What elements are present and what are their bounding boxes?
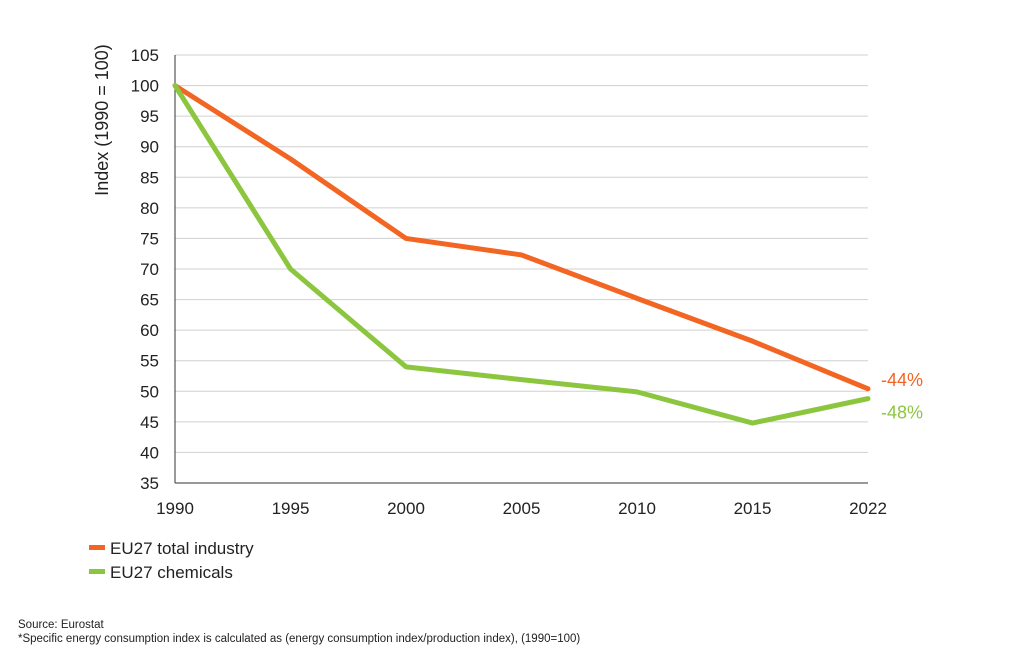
y-axis-label: Index (1990 = 100) (92, 44, 112, 196)
y-tick-label: 40 (140, 443, 159, 462)
footnote: *Specific energy consumption index is ca… (18, 633, 581, 645)
x-tick-label: 2005 (503, 499, 541, 518)
y-tick-label: 55 (140, 352, 159, 371)
legend-label: EU27 total industry (110, 539, 254, 558)
y-tick-label: 65 (140, 291, 159, 310)
y-tick-label: 45 (140, 413, 159, 432)
y-tick-label: 70 (140, 260, 159, 279)
x-tick-label: 1995 (272, 499, 310, 518)
y-tick-label: 75 (140, 229, 159, 248)
end-label: -48% (881, 403, 923, 423)
y-tick-label: 50 (140, 382, 159, 401)
x-tick-label: 2015 (734, 499, 772, 518)
x-tick-label: 1990 (156, 499, 194, 518)
end-label: -44% (881, 370, 923, 390)
x-tick-label: 2010 (618, 499, 656, 518)
legend-label: EU27 chemicals (110, 563, 233, 582)
legend-swatch (89, 545, 105, 550)
x-tick-label: 2000 (387, 499, 425, 518)
legend-swatch (89, 569, 105, 574)
y-tick-label: 80 (140, 199, 159, 218)
source-note: Source: Eurostat (18, 619, 104, 631)
y-tick-label: 60 (140, 321, 159, 340)
y-tick-label: 90 (140, 138, 159, 157)
y-tick-label: 105 (131, 46, 159, 65)
x-tick-label: 2022 (849, 499, 887, 518)
y-tick-label: 95 (140, 107, 159, 126)
y-tick-label: 35 (140, 474, 159, 493)
y-tick-label: 100 (131, 77, 159, 96)
y-tick-label: 85 (140, 168, 159, 187)
series-line-total-industry (172, 83, 871, 392)
